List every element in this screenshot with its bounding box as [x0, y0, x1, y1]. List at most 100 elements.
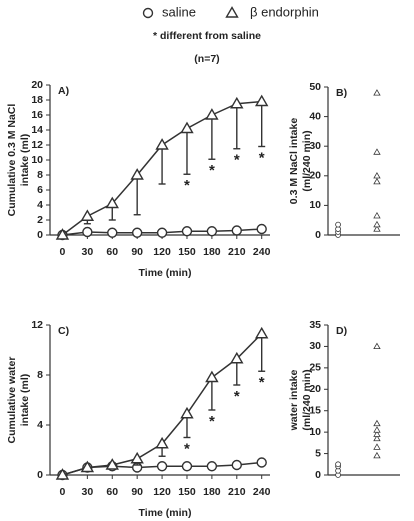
- marker-circle: [82, 226, 93, 238]
- marker-triangle: [205, 370, 219, 383]
- marker-triangle: [373, 225, 381, 232]
- y-tick-label: 0: [37, 469, 43, 481]
- y-tick-label: 5: [315, 447, 321, 459]
- y-tick-label: 18: [31, 94, 43, 106]
- marker-triangle: [55, 228, 70, 240]
- y-tick-label: 4: [37, 199, 43, 211]
- x-axis-label: Time (min): [139, 507, 192, 519]
- marker-triangle: [254, 326, 269, 339]
- marker-triangle: [373, 220, 381, 228]
- x-tick-label: 180: [203, 246, 221, 258]
- marker-triangle: [130, 168, 144, 180]
- y-tick-label: 30: [309, 340, 321, 352]
- y-tick-label: 8: [37, 169, 43, 181]
- y-tick-label: 12: [31, 319, 43, 331]
- y-tick-label: 8: [37, 369, 43, 381]
- marker-triangle: [225, 6, 239, 18]
- y-tick-label: 0: [315, 229, 321, 241]
- significance-mark: *: [184, 440, 190, 457]
- marker-circle: [206, 226, 218, 237]
- marker-circle: [181, 226, 193, 237]
- x-axis-label: Time (min): [139, 267, 192, 279]
- y-tick-label: 15: [309, 404, 321, 416]
- marker-circle: [231, 459, 242, 471]
- y-axis-label: (ml/240 min): [301, 369, 313, 430]
- x-tick-label: 150: [178, 246, 196, 258]
- marker-triangle: [155, 436, 169, 449]
- significance-mark: *: [259, 149, 265, 166]
- y-tick-label: 30: [309, 140, 321, 152]
- x-tick-label: 240: [253, 486, 271, 498]
- x-tick-label: 90: [131, 246, 143, 258]
- y-tick-label: 20: [309, 170, 321, 182]
- x-tick-label: 240: [253, 246, 271, 258]
- y-tick-label: 35: [309, 319, 321, 331]
- marker-triangle: [373, 89, 381, 96]
- x-tick-label: 60: [106, 486, 118, 498]
- y-tick-label: 0: [315, 469, 321, 481]
- marker-triangle: [230, 96, 244, 109]
- y-tick-label: 16: [31, 109, 43, 121]
- y-tick-label: 40: [309, 110, 321, 122]
- marker-triangle: [373, 172, 381, 179]
- marker-circle: [231, 225, 242, 236]
- x-tick-label: 210: [228, 246, 246, 258]
- marker-triangle: [373, 211, 381, 219]
- y-tick-label: 10: [309, 426, 321, 438]
- marker-triangle: [105, 458, 119, 470]
- marker-triangle: [373, 148, 381, 155]
- x-tick-label: 0: [60, 246, 66, 258]
- marker-triangle: [230, 351, 244, 364]
- y-axis-label: 0.3 M NaCl intake: [288, 118, 300, 205]
- significance-mark: *: [259, 374, 265, 391]
- panel-title: B): [336, 87, 347, 99]
- annotation: (n=7): [194, 53, 219, 65]
- x-tick-label: 60: [106, 246, 118, 258]
- x-tick-label: 30: [82, 246, 94, 258]
- y-axis-label: intake (ml): [19, 374, 31, 427]
- marker-triangle: [80, 460, 95, 473]
- x-tick-label: 150: [178, 486, 196, 498]
- marker-circle: [256, 223, 267, 235]
- marker-triangle: [180, 121, 194, 134]
- legend-label: β endorphin: [250, 4, 319, 19]
- legend-label: saline: [162, 4, 196, 19]
- y-tick-label: 0: [37, 229, 43, 241]
- marker-circle: [181, 461, 193, 472]
- x-tick-label: 0: [60, 486, 66, 498]
- marker-triangle: [373, 342, 381, 350]
- y-tick-label: 25: [309, 362, 321, 374]
- marker-triangle: [373, 443, 381, 450]
- marker-triangle: [373, 426, 381, 433]
- marker-circle: [335, 221, 341, 228]
- significance-mark: *: [234, 152, 240, 169]
- marker-triangle: [155, 138, 169, 150]
- marker-triangle: [180, 406, 194, 419]
- marker-circle: [156, 461, 168, 472]
- y-tick-label: 6: [37, 184, 43, 196]
- panel-title: D): [336, 325, 347, 337]
- y-axis-label: (ml/240 min): [301, 130, 313, 191]
- panel-title: A): [58, 85, 69, 97]
- y-axis-label: Cumulative water: [6, 357, 18, 444]
- marker-circle: [131, 227, 143, 238]
- annotation: * different from saline: [153, 30, 261, 42]
- marker-triangle: [80, 209, 95, 221]
- marker-triangle: [373, 419, 381, 427]
- marker-triangle: [373, 177, 381, 185]
- y-tick-label: 10: [31, 154, 43, 166]
- marker-circle: [156, 227, 168, 238]
- x-tick-label: 180: [203, 486, 221, 498]
- y-tick-label: 12: [31, 139, 43, 151]
- y-tick-label: 20: [309, 383, 321, 395]
- y-tick-label: 50: [309, 81, 321, 93]
- marker-circle: [206, 461, 218, 472]
- marker-triangle: [105, 196, 119, 209]
- y-axis-label: intake (ml): [19, 134, 31, 187]
- marker-circle: [256, 457, 267, 468]
- x-tick-label: 120: [153, 246, 171, 258]
- significance-mark: *: [184, 177, 190, 194]
- marker-triangle: [373, 434, 381, 442]
- marker-triangle: [55, 468, 70, 480]
